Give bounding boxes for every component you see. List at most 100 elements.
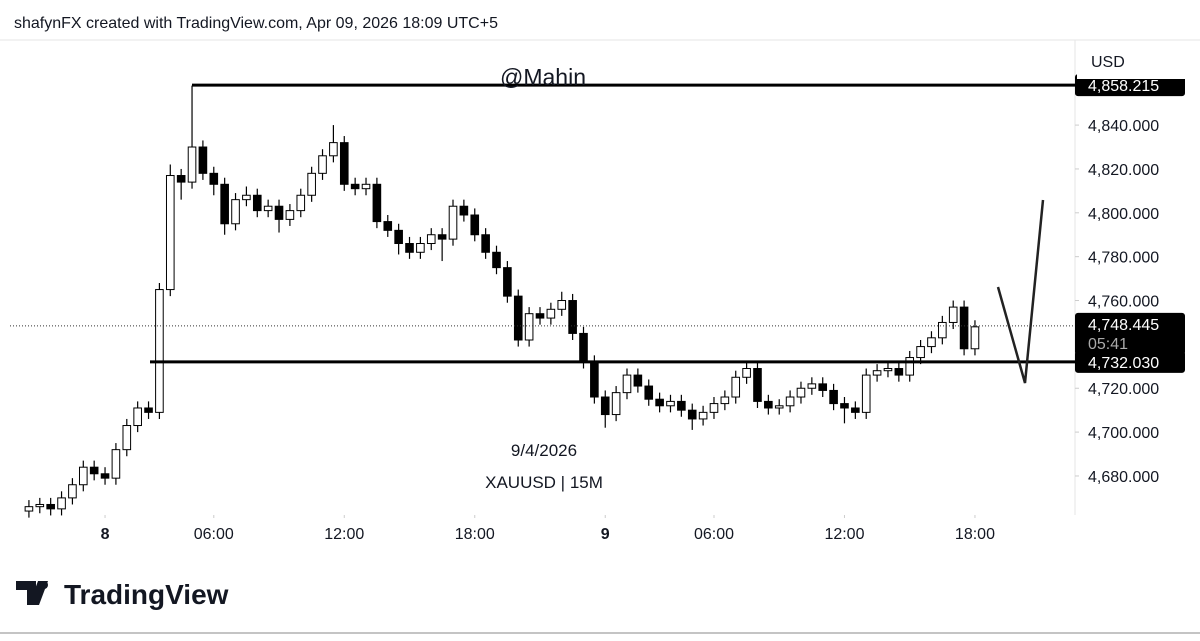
candle-body bbox=[122, 425, 132, 451]
candle-body bbox=[274, 205, 284, 220]
candle-body bbox=[394, 229, 403, 245]
candle-body bbox=[263, 205, 273, 212]
candle-body bbox=[655, 398, 664, 407]
watermark-author: @Mahin bbox=[500, 64, 586, 90]
candle-body bbox=[35, 503, 45, 508]
y-tick-label: 4,820.000 bbox=[1088, 162, 1159, 179]
candle-body bbox=[383, 221, 393, 231]
candle-body bbox=[524, 313, 534, 341]
level-label: 4,858.215 bbox=[1088, 78, 1159, 95]
candle-body bbox=[318, 155, 327, 174]
currency: USD bbox=[1091, 54, 1125, 71]
candle-body bbox=[459, 205, 469, 216]
logo-icon bbox=[16, 581, 48, 605]
candle-body bbox=[155, 289, 164, 413]
candle-body bbox=[165, 175, 175, 291]
candle-body bbox=[481, 234, 490, 253]
header: shafynFX created with TradingView.com, A… bbox=[14, 15, 498, 32]
y-tick-label: 4,700.000 bbox=[1088, 425, 1159, 442]
y-tick-label: 4,840.000 bbox=[1088, 118, 1159, 135]
candle-body bbox=[905, 357, 915, 376]
candle-body bbox=[938, 321, 947, 339]
candle-body bbox=[829, 389, 838, 405]
candle-body bbox=[470, 214, 480, 236]
candle-body bbox=[111, 449, 121, 479]
logo-text: TradingView bbox=[64, 579, 229, 610]
candle-body bbox=[372, 183, 382, 223]
candle-body bbox=[611, 392, 621, 416]
candle-body bbox=[894, 368, 904, 376]
candle-body bbox=[426, 234, 436, 245]
y-tick-label: 4,800.000 bbox=[1088, 206, 1159, 223]
plot-area bbox=[10, 83, 1075, 518]
x-tick-label: 8 bbox=[101, 526, 110, 543]
y-tick-label: 4,780.000 bbox=[1088, 250, 1159, 267]
last-price-label: 4,748.445 bbox=[1088, 317, 1159, 334]
last-price-box bbox=[1075, 312, 1185, 355]
candle-body bbox=[557, 300, 567, 310]
candle-body bbox=[872, 370, 882, 376]
candle-body bbox=[916, 346, 925, 359]
candle-body bbox=[296, 194, 306, 212]
candle-body bbox=[100, 473, 110, 479]
symbol-label: XAUUSD | 15M bbox=[485, 473, 603, 492]
x-tick-label: 18:00 bbox=[955, 526, 995, 543]
candle-body bbox=[590, 361, 599, 398]
countdown: 05:41 bbox=[1088, 336, 1128, 353]
candle-body bbox=[970, 326, 980, 350]
candle-body bbox=[861, 374, 871, 413]
candle-body bbox=[133, 407, 142, 427]
projection-sketch bbox=[996, 199, 1045, 384]
candle-body bbox=[742, 368, 751, 378]
candle-body bbox=[568, 300, 577, 334]
candle-body bbox=[448, 205, 458, 240]
candle-body bbox=[329, 142, 338, 157]
candle-body bbox=[46, 503, 55, 510]
candle-body bbox=[687, 409, 697, 420]
x-tick-label: 9 bbox=[601, 526, 610, 543]
candle-body bbox=[535, 313, 545, 319]
currency-box bbox=[1077, 44, 1187, 79]
candle-body bbox=[24, 506, 34, 512]
candle-body bbox=[959, 306, 969, 350]
candle-body bbox=[753, 368, 762, 402]
candle-body bbox=[492, 251, 501, 269]
candle-body bbox=[818, 383, 828, 391]
candle-body bbox=[764, 400, 773, 409]
candle-body bbox=[307, 172, 316, 196]
candle-body bbox=[503, 267, 512, 297]
x-tick-label: 06:00 bbox=[694, 526, 734, 543]
candle-body bbox=[176, 175, 186, 183]
candle-body bbox=[579, 332, 588, 363]
candle-body bbox=[698, 411, 708, 420]
level-label-box bbox=[1075, 350, 1185, 373]
candle-body bbox=[57, 497, 66, 510]
candle-body bbox=[144, 407, 153, 413]
candle-body bbox=[198, 146, 208, 174]
candle-body bbox=[774, 405, 784, 409]
candle-body bbox=[242, 194, 251, 201]
candle-body bbox=[785, 396, 795, 407]
candle-body bbox=[840, 403, 849, 409]
y-tick-label: 4,680.000 bbox=[1088, 469, 1159, 486]
candle-body bbox=[633, 374, 643, 387]
candle-body bbox=[89, 466, 99, 475]
candle-body bbox=[796, 387, 806, 398]
x-tick-label: 12:00 bbox=[824, 526, 864, 543]
y-tick-label: 4,760.000 bbox=[1088, 294, 1159, 311]
candle-body bbox=[78, 466, 88, 486]
candle-body bbox=[252, 194, 262, 212]
candle-body bbox=[709, 403, 719, 413]
candle-body bbox=[622, 374, 632, 394]
logo-icon-dot bbox=[40, 581, 48, 589]
logo: TradingView bbox=[16, 579, 229, 610]
candle-body bbox=[339, 142, 349, 185]
date-label: 9/4/2026 bbox=[511, 441, 577, 460]
candle-body bbox=[731, 376, 741, 398]
candle-body bbox=[807, 383, 817, 389]
x-tick-label: 06:00 bbox=[194, 526, 234, 543]
candle-body bbox=[883, 368, 893, 372]
level-label: 4,732.030 bbox=[1088, 355, 1159, 372]
candle-body bbox=[948, 306, 958, 323]
price-axis: 4,680.0004,700.0004,720.0004,740.0004,76… bbox=[1075, 44, 1187, 486]
